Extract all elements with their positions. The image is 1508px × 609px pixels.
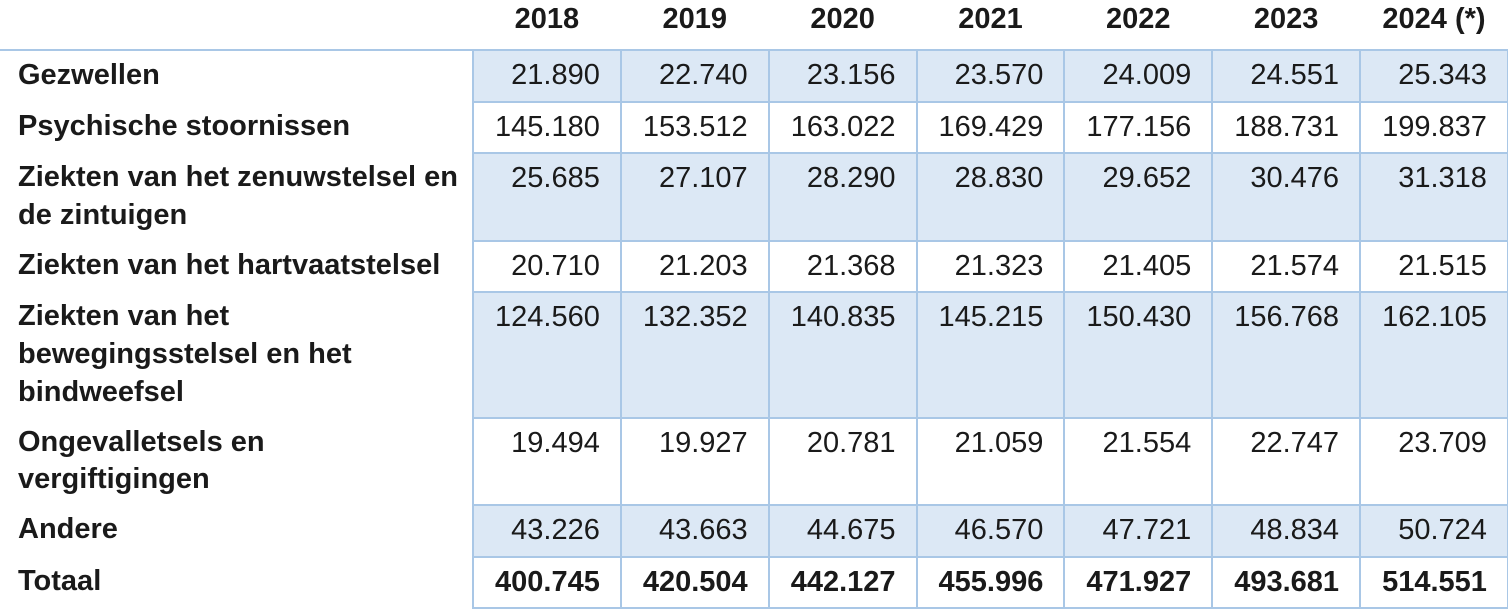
data-cell: 21.368 [767,239,918,294]
data-cell: 400.745 [472,555,622,609]
table-row: Ziekten van het bewegingsstelsel en het … [0,291,1508,419]
table-body: Gezwellen 21.890 22.740 23.156 23.570 24.009 2… [0,49,1508,609]
header-row: 2018 2019 2020 2021 2022 2023 2024 (*) [0,0,1508,50]
data-cell: 44.675 [767,503,918,558]
data-cell: 27.107 [619,152,770,242]
row-label: Ziekten van het bewegingsstelsel en het … [0,292,473,418]
data-cell: 28.290 [767,152,918,242]
table-row: Gezwellen 21.890 22.740 23.156 23.570 24.009 2… [0,49,1508,103]
data-cell: 23.709 [1359,416,1508,506]
data-cell: 23.570 [915,49,1066,103]
data-cell: 24.009 [1063,49,1214,103]
row-label: Andere [0,504,473,557]
data-cell: 140.835 [767,291,918,419]
data-cell: 471.927 [1063,555,1214,609]
data-cell: 24.551 [1211,49,1362,103]
data-cell: 21.515 [1359,239,1508,294]
data-cell: 30.476 [1211,152,1362,242]
data-cell: 156.768 [1211,291,1362,419]
data-cell: 19.494 [472,416,622,506]
column-header-year: 2023 [1212,0,1361,50]
data-cell: 132.352 [619,291,770,419]
data-cell: 514.551 [1359,555,1508,609]
data-cell: 124.560 [472,291,622,419]
table-row: Ongevalletsels en vergiftigingen 19.494 19… [0,416,1508,506]
data-cell: 22.747 [1211,416,1362,506]
data-cell: 21.574 [1211,239,1362,294]
row-label: Gezwellen [0,50,473,102]
data-cell: 21.554 [1063,416,1214,506]
table-row: Ziekten van het zenuwstelsel en de zintu… [0,152,1508,242]
column-header-year: 2024 (*) [1360,0,1508,50]
data-cell: 46.570 [915,503,1066,558]
data-cell: 420.504 [619,555,770,609]
data-cell: 47.721 [1063,503,1214,558]
data-cell: 22.740 [619,49,770,103]
table-row: Psychische stoornissen 145.180 153.512 163.… [0,100,1508,155]
data-cell: 145.180 [472,100,622,155]
data-cell: 43.663 [619,503,770,558]
data-cell: 162.105 [1359,291,1508,419]
data-cell: 177.156 [1063,100,1214,155]
data-cell: 21.059 [915,416,1066,506]
column-header-year: 2018 [473,0,621,50]
data-cell: 21.890 [472,49,622,103]
data-cell: 28.830 [915,152,1066,242]
data-cell: 199.837 [1359,100,1508,155]
data-cell: 43.226 [472,503,622,558]
corner-spacer [0,0,473,50]
table-row: Andere 43.226 43.663 44.675 46.570 47.721 48.8… [0,503,1508,558]
data-cell: 150.430 [1063,291,1214,419]
column-header-year: 2019 [620,0,769,50]
data-cell: 21.405 [1063,239,1214,294]
data-cell: 20.781 [767,416,918,506]
data-cell: 23.156 [767,49,918,103]
data-cell: 163.022 [767,100,918,155]
data-cell: 153.512 [619,100,770,155]
column-header-year: 2022 [1064,0,1213,50]
data-cell: 31.318 [1359,152,1508,242]
table-row: Ziekten van het hartvaatstelsel 20.710 21.… [0,239,1508,294]
data-cell: 169.429 [915,100,1066,155]
data-cell: 50.724 [1359,503,1508,558]
data-cell: 20.710 [472,239,622,294]
data-cell: 21.203 [619,239,770,294]
data-cell: 188.731 [1211,100,1362,155]
total-row: Totaal 400.745 420.504 442.127 455.996 471.92… [0,555,1508,609]
row-label: Ziekten van het hartvaatstelsel [0,240,473,293]
data-cell: 145.215 [915,291,1066,419]
data-cell: 442.127 [767,555,918,609]
data-cell: 21.323 [915,239,1066,294]
row-label: Ongevalletsels en vergiftigingen [0,417,473,505]
column-header-year: 2021 [916,0,1065,50]
table-header: 2018 2019 2020 2021 2022 2023 2024 (*) [0,0,1508,50]
row-label: Psychische stoornissen [0,101,473,154]
data-cell: 455.996 [915,555,1066,609]
data-cell: 25.343 [1359,49,1508,103]
row-label: Ziekten van het zenuwstelsel en de zintu… [0,153,473,241]
column-header-year: 2020 [768,0,917,50]
data-cell: 29.652 [1063,152,1214,242]
data-cell: 493.681 [1211,555,1362,609]
data-cell: 48.834 [1211,503,1362,558]
data-cell: 25.685 [472,152,622,242]
data-cell: 19.927 [619,416,770,506]
row-label: Totaal [0,556,473,609]
